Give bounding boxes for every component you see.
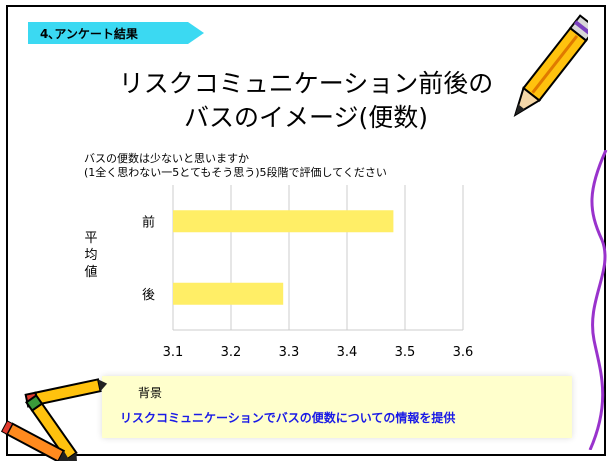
category-label: 後 [142, 288, 155, 303]
x-tick-label: 3.3 [279, 345, 300, 360]
y-axis-label-char: 値 [84, 264, 97, 280]
question-line1: バスの便数は少ないと思いますか [84, 152, 249, 165]
slide-title-line2: バスのイメージ(便数) [183, 103, 428, 132]
background-note-box: 背景 リスクコミュニケーションでバスの便数についての情報を提供 [102, 376, 572, 438]
bar [173, 210, 394, 233]
x-tick-label: 3.1 [163, 345, 184, 360]
pencil-icon [513, 14, 588, 117]
bar-chart: 3.1 3.2 3.3 3.4 3.5 3.6 前後 平均値 [84, 185, 474, 360]
slide-title-line1: リスクコミュニケーション前後の [118, 69, 494, 98]
y-axis-label-char: 平 [84, 231, 97, 246]
section-tag: 4､アンケート結果 [28, 22, 204, 44]
x-tick-label: 3.5 [395, 345, 416, 360]
bar [173, 282, 284, 305]
x-tick-label: 3.2 [221, 345, 242, 360]
section-tag-label: 4､アンケート結果 [40, 27, 138, 41]
x-tick-label: 3.6 [453, 345, 474, 360]
category-label: 前 [142, 214, 155, 230]
question-line2: (1全く思わない一5とてもそう思う)5段階で評価してください [84, 166, 387, 179]
y-axis-label-char: 均 [84, 248, 97, 263]
x-tick-label: 3.4 [337, 345, 358, 360]
background-text: リスクコミュニケーションでバスの便数についての情報を提供 [120, 411, 456, 425]
background-label: 背景 [138, 386, 163, 400]
pencils-icon [0, 378, 108, 461]
purple-curve-decoration [588, 150, 608, 450]
section-tag-arrow [28, 22, 204, 44]
